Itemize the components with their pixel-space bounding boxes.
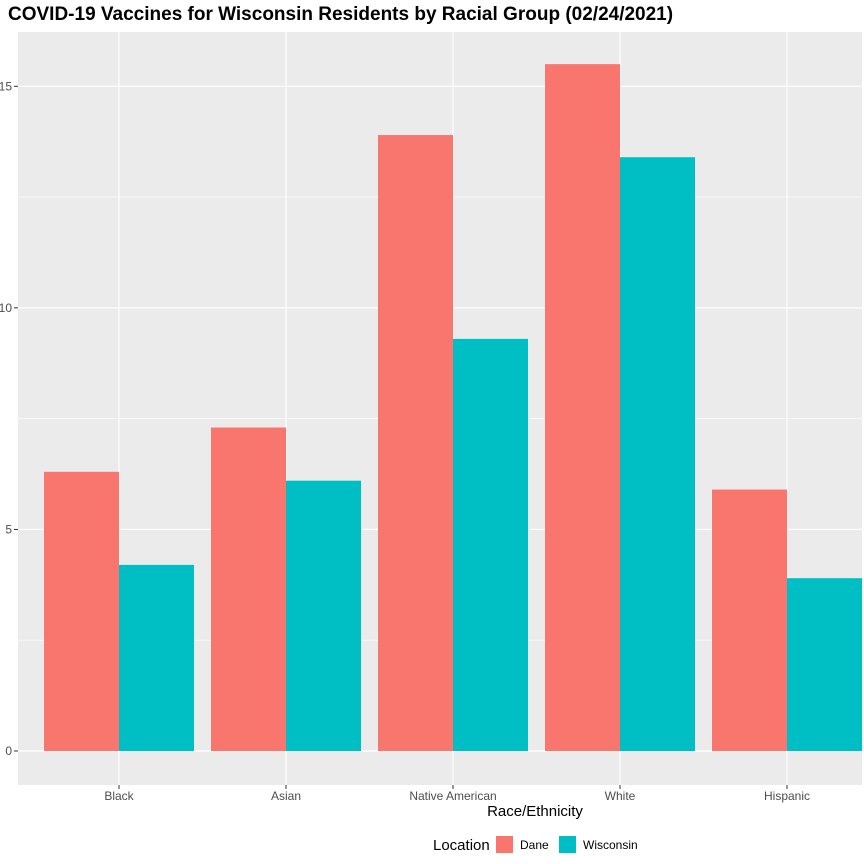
legend-items: Dane Wisconsin: [496, 836, 638, 853]
legend: Location Dane Wisconsin: [433, 836, 638, 854]
y-axis: 0 5 10 15: [0, 79, 18, 758]
y-tick-label: 10: [0, 301, 12, 315]
x-tick-label: Black: [104, 789, 134, 803]
legend-key-dane: [496, 836, 513, 853]
bars-group: [44, 64, 862, 752]
bar-wisconsin-black: [119, 564, 194, 751]
bar-wisconsin-hispanic: [787, 578, 862, 751]
y-tick-label: 15: [0, 79, 12, 93]
legend-label-dane: Dane: [520, 838, 549, 852]
bar-wisconsin-native-american: [453, 338, 528, 751]
bar-dane-black: [44, 471, 119, 751]
bar-dane-asian: [211, 427, 286, 751]
bar-dane-native-american: [378, 135, 453, 751]
x-tick-label: Hispanic: [764, 789, 810, 803]
x-tick-label: White: [605, 789, 636, 803]
x-axis-title: Race/Ethnicity: [487, 803, 583, 820]
x-tick-label: Asian: [271, 789, 301, 803]
y-tick-label: 5: [5, 522, 12, 536]
bar-dane-hispanic: [712, 489, 787, 751]
bar-wisconsin-asian: [286, 480, 361, 751]
x-tick-label: Native American: [409, 789, 496, 803]
bar-dane-white: [545, 64, 620, 752]
bar-wisconsin-white: [620, 157, 695, 751]
chart-title: COVID-19 Vaccines for Wisconsin Resident…: [8, 4, 673, 25]
legend-title: Location: [433, 837, 490, 854]
y-tick-label: 0: [5, 744, 12, 758]
legend-key-wisconsin: [559, 836, 576, 853]
legend-label-wisconsin: Wisconsin: [583, 838, 638, 852]
x-axis: Black Asian Native American White Hispanic: [104, 785, 810, 803]
